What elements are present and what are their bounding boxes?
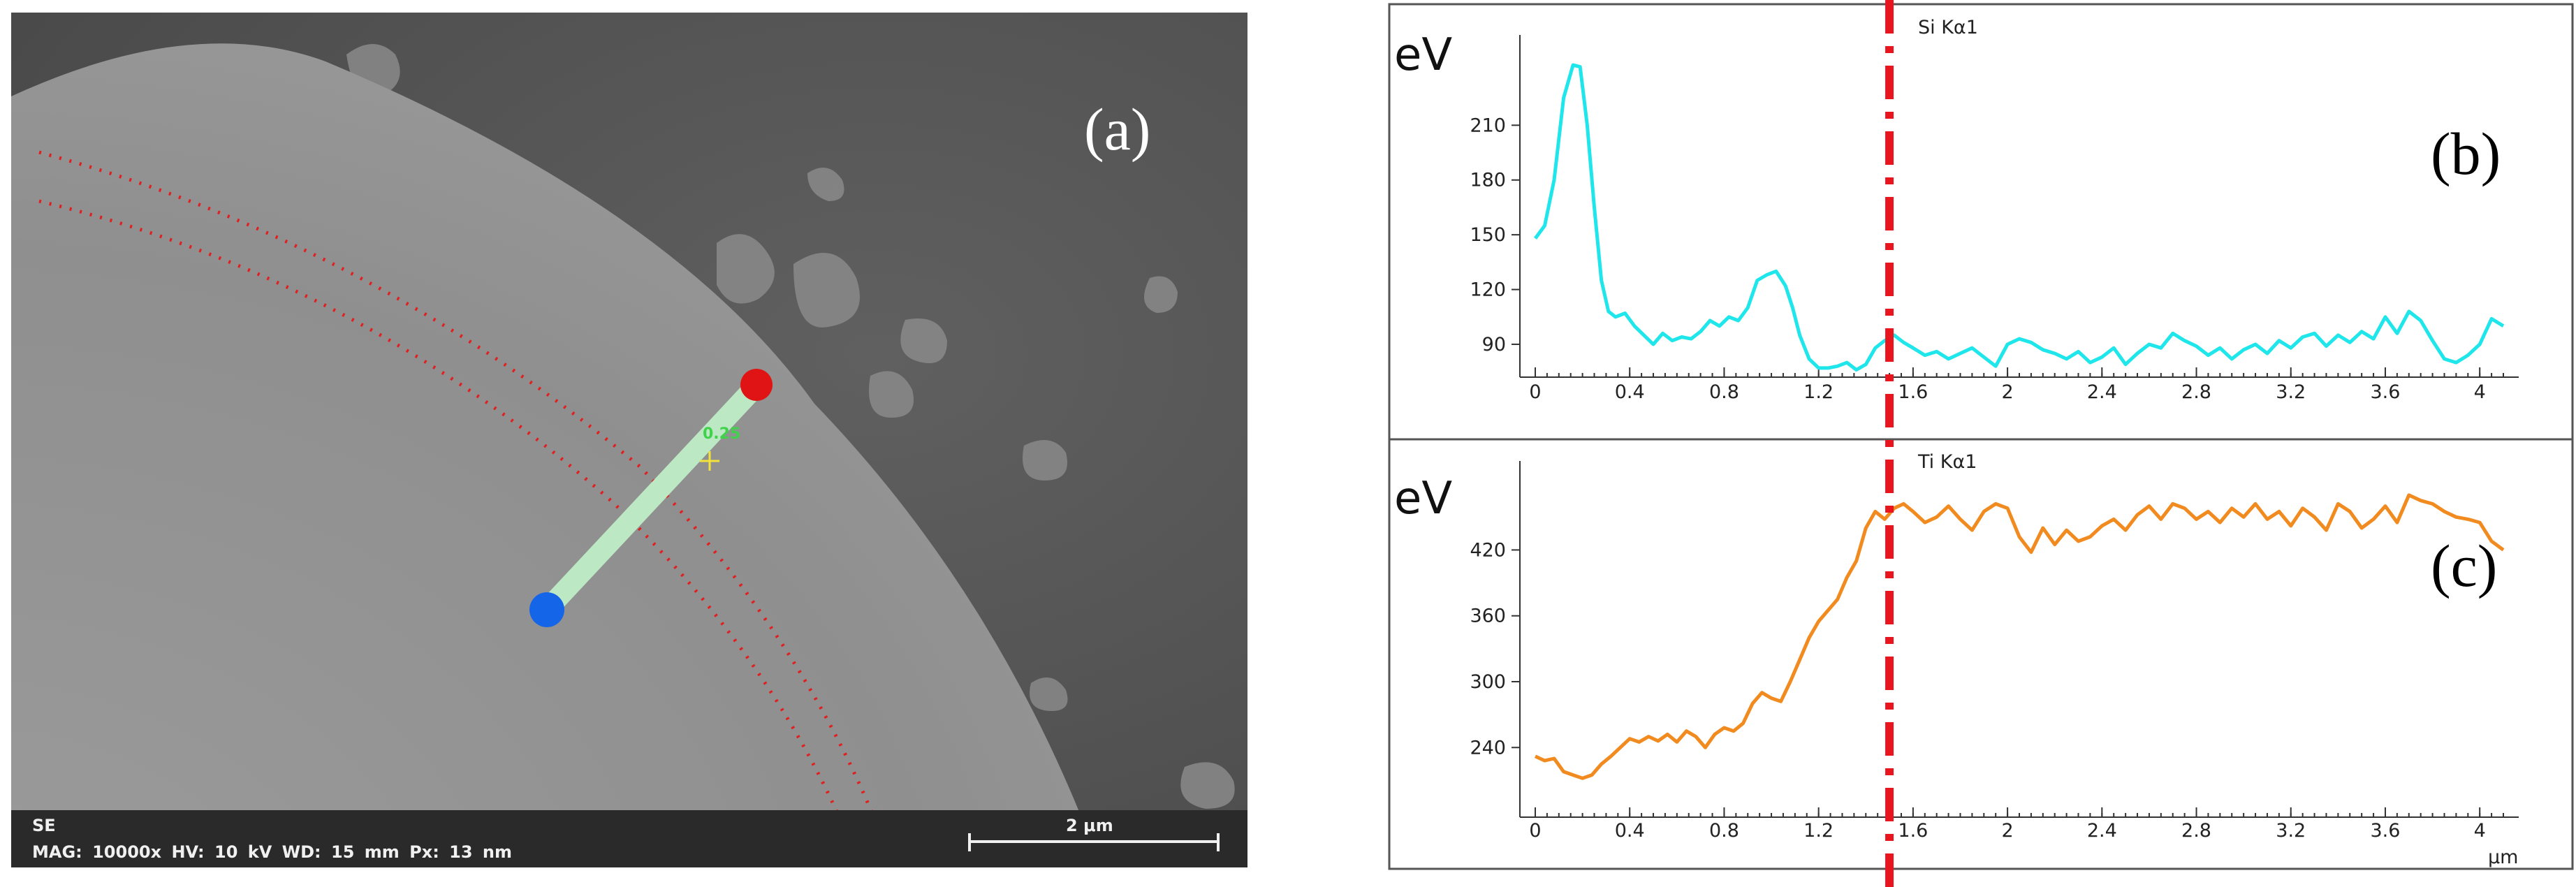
sem-px: Px: 13 nm (409, 842, 512, 862)
sem-micrograph: 0.25 (11, 13, 1247, 867)
chart-c-x-tick-label: 2.8 (2181, 820, 2211, 842)
chart-c-x-tick-label: 3.2 (2276, 820, 2306, 842)
chart-c-axes: 0 0.4 0.8 1.2 1.6 2 2.4 2.8 3.2 3.6 4 240 300 360 420 (1470, 461, 2519, 842)
chart-b-x-tick-label: 2.8 (2181, 381, 2211, 403)
chart-b-y-tick-label: 180 (1470, 170, 1506, 191)
chart-b-y-tick-label: 210 (1470, 115, 1506, 136)
sem-mode: SE (32, 816, 56, 835)
chart-b-series-line (1533, 63, 2505, 372)
chart-c-x-tick-label: 1.2 (1803, 820, 1834, 842)
panel-label-a: (a) (1084, 96, 1151, 163)
cursor-crosshair (700, 451, 719, 471)
chart-b-x-tick-label: 0.4 (1615, 381, 1645, 403)
scale-bar-label: 2 μm (1066, 816, 1113, 835)
panel-label-c: (c) (2431, 532, 2498, 599)
chart-b-y-tick-label: 150 (1470, 224, 1506, 246)
chart-c-y-tick-label: 420 (1470, 539, 1506, 561)
chart-b: 0 0.4 0.8 1.2 1.6 2 2.4 2.8 3.2 3.6 4 90 120 150 180 21… (1470, 35, 2519, 403)
sem-info-bar: SE MAG: 10000x HV: 10 kV WD: 15 mm Px: 1… (11, 810, 1247, 867)
chart-b-x-tick-label: 3.6 (2370, 381, 2400, 403)
sem-mag: MAG: 10000x (32, 842, 162, 862)
chart-b-x-tick-label: 2 (2002, 381, 2014, 403)
chart-c-y-tick-label: 240 (1470, 737, 1506, 758)
sem-image: 0.25 SE MAG: 10000x HV: 10 kV WD: 15 mm … (11, 13, 1247, 867)
chart-c: 0 0.4 0.8 1.2 1.6 2 2.4 2.8 3.2 3.6 4 240 300 360 420 (1470, 461, 2519, 842)
chart-c-x-tick-label: 2.4 (2087, 820, 2117, 842)
chart-c-series-line (1534, 493, 2505, 780)
chart-c-x-tick-label: 0.8 (1709, 820, 1739, 842)
eds-linescan-charts: eV eV Si Kα1 Ti Kα1 μm 0 0.4 0.8 1.2 1.6 2 2.4… (1387, 0, 2576, 887)
chart-c-x-unit: μm (2488, 846, 2518, 868)
chart-c-unit: eV (1394, 473, 1452, 525)
chart-b-unit: eV (1394, 29, 1452, 81)
chart-c-y-tick-label: 300 (1470, 671, 1506, 693)
chart-c-x-tick-label: 3.6 (2370, 820, 2400, 842)
chart-b-x-tick-label: 2.4 (2087, 381, 2117, 403)
eds-chart-canvas: eV eV Si Kα1 Ti Kα1 μm 0 0.4 0.8 1.2 1.6 2 2.4… (1388, 0, 2574, 887)
chart-b-x-tick-label: 1.6 (1898, 381, 1928, 403)
chart-c-x-tick-label: 4 (2474, 820, 2486, 842)
chart-b-frame (1388, 3, 2574, 441)
sem-hv: HV: 10 kV (171, 842, 272, 862)
chart-b-y-tick-label: 120 (1470, 279, 1506, 301)
chart-b-x-tick-label: 4 (2474, 381, 2486, 403)
scale-bar (968, 833, 1220, 851)
chart-c-frame (1388, 438, 2574, 870)
particle-body (11, 43, 1101, 867)
chart-c-x-tick-label: 0 (1529, 820, 1541, 842)
chart-b-y-tick-label: 90 (1482, 334, 1506, 355)
linescan-start-marker (529, 592, 564, 627)
chart-c-x-tick-label: 1.6 (1898, 820, 1928, 842)
chart-c-x-tick-label: 2 (2002, 820, 2014, 842)
sem-parameters: MAG: 10000x HV: 10 kV WD: 15 mm Px: 13 n… (32, 842, 512, 862)
linescan-label: 0.25 (703, 425, 740, 443)
chart-c-series-label: Ti Kα1 (1917, 451, 1977, 473)
dotted-boundary-outer (38, 150, 886, 844)
chart-b-x-tick-label: 1.2 (1803, 381, 1834, 403)
chart-b-series-label: Si Kα1 (1918, 17, 1978, 38)
linescan-path (536, 374, 768, 620)
panel-label-b: (b) (2431, 120, 2501, 187)
sem-wd: WD: 15 mm (281, 842, 400, 862)
chart-b-axes: 0 0.4 0.8 1.2 1.6 2 2.4 2.8 3.2 3.6 4 90 120 150 180 21… (1470, 35, 2519, 403)
chart-c-y-tick-label: 360 (1470, 606, 1506, 627)
chart-b-x-tick-label: 3.2 (2276, 381, 2306, 403)
linescan-end-marker (740, 369, 773, 401)
chart-b-x-tick-label: 0 (1529, 381, 1541, 403)
chart-b-x-tick-label: 0.8 (1709, 381, 1739, 403)
chart-c-x-tick-label: 0.4 (1615, 820, 1645, 842)
